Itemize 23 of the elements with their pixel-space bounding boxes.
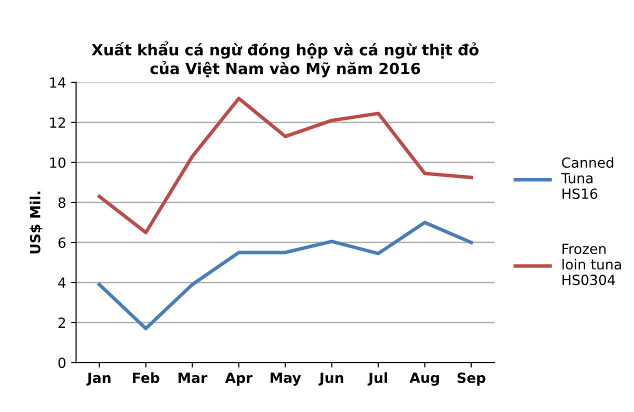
x-tick-label: Apr xyxy=(225,372,253,386)
line-series xyxy=(98,220,474,330)
line-series xyxy=(98,96,474,234)
x-tick-label: Jun xyxy=(318,372,344,386)
y-tick-label: 2 xyxy=(58,318,65,328)
y-tick-label: 8 xyxy=(58,197,66,208)
y-tick-label: 12 xyxy=(50,117,65,128)
x-tick-label: May xyxy=(270,372,301,386)
y-tick-label: 14 xyxy=(50,78,66,88)
x-tick-label: Aug xyxy=(410,372,439,386)
y-tick-label: 6 xyxy=(58,237,66,248)
y-tick-label: 10 xyxy=(50,157,66,168)
chart-title: Xuất khẩu cá ngừ đóng hộp và cá ngừ thịt đỏ của Việt Nam vào Mỹ năm 2016 xyxy=(92,41,479,78)
y-tick-label: 4 xyxy=(58,278,66,288)
x-tick-label: Mar xyxy=(178,372,208,384)
y-tick-label: 0 xyxy=(58,358,66,368)
x-tick-label: Feb xyxy=(132,372,160,384)
x-tick-label: Jul xyxy=(368,372,388,386)
legend-label: Frozen loin tuna HS0304 xyxy=(562,244,621,286)
y-axis-title: US$ Mil. xyxy=(30,192,42,254)
legend-label: Canned Tuna HS16 xyxy=(561,157,614,199)
x-tick-label: Jan xyxy=(86,372,110,386)
x-tick-label: Sep xyxy=(458,372,486,386)
